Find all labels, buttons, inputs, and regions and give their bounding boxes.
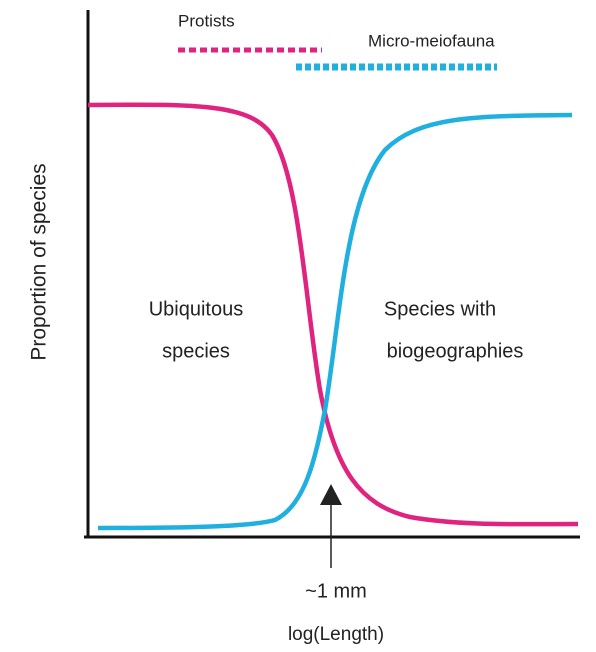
- region-label: Ubiquitous: [149, 298, 244, 320]
- region-label: Species with: [384, 298, 496, 320]
- x-axis-label: log(Length): [288, 624, 384, 645]
- ubiquitous-curve: [87, 102, 579, 527]
- region-label: biogeographies: [387, 340, 524, 362]
- marker-label: ~1 mm: [305, 580, 367, 602]
- micro-meiofauna-label: Micro-meiofauna: [368, 31, 495, 50]
- y-axis-label: Proportion of species: [28, 163, 51, 360]
- protists-label: Protists: [178, 11, 235, 30]
- region-label: species: [162, 340, 230, 362]
- biogeographic-curve: [97, 112, 573, 531]
- marker-arrow: [320, 484, 342, 505]
